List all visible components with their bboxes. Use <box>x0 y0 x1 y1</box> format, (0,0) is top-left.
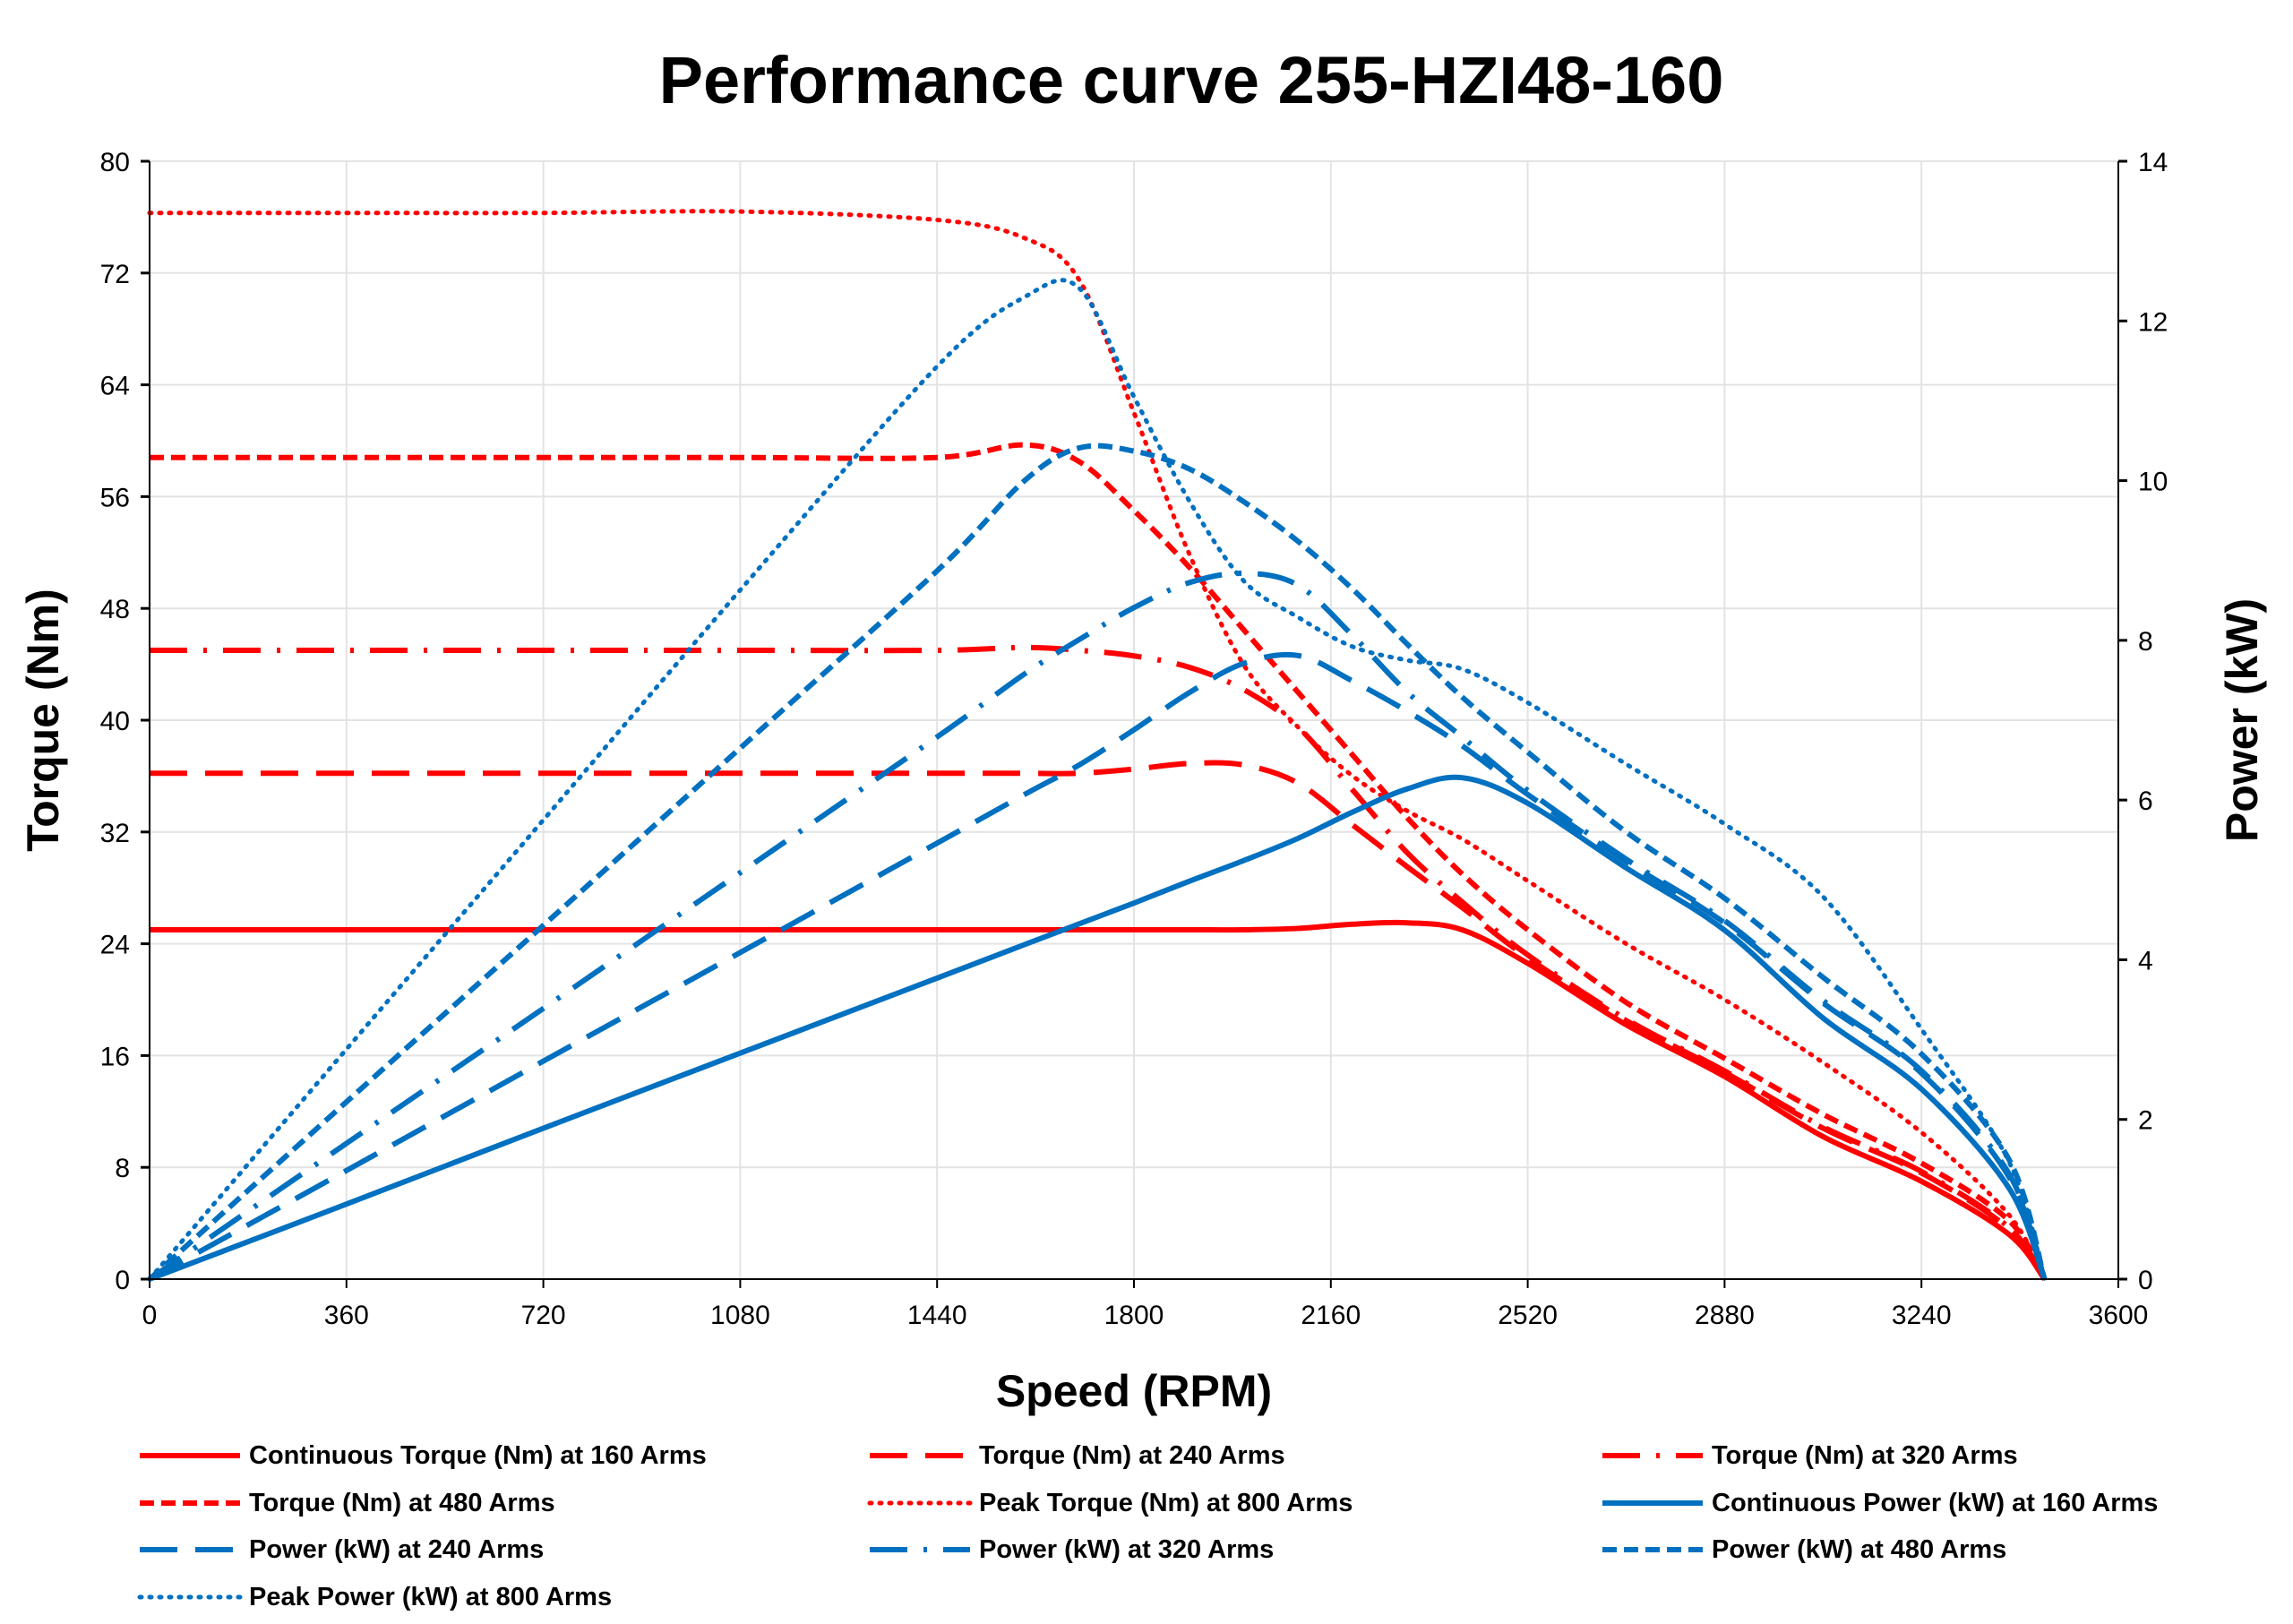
y2-tick-label: 14 <box>2138 148 2168 177</box>
series-line-continuous-power-kw-at-160-arms <box>148 774 2048 1282</box>
legend-item: Continuous Power (kW) at 160 Arms <box>1602 1489 2158 1517</box>
x-tick-label: 2160 <box>1301 1301 1361 1330</box>
x-tick-label: 1080 <box>710 1301 770 1330</box>
legend-label: Torque (Nm) at 480 Arms <box>249 1489 555 1517</box>
x-tick-label: 1800 <box>1104 1301 1164 1330</box>
x-tick-label: 3240 <box>1892 1301 1952 1330</box>
legend: Continuous Torque (Nm) at 160 Arms Torque… <box>137 1441 2158 1611</box>
x-tick-label: 2520 <box>1498 1301 1558 1330</box>
x-tick-label: 720 <box>521 1301 566 1330</box>
x-tick-label: 0 <box>142 1301 158 1330</box>
y-tick-label: 24 <box>100 931 130 960</box>
gridlines <box>149 160 2119 1280</box>
legend-label: Peak Power (kW) at 800 Arms <box>249 1583 612 1611</box>
y2-axis-title: Power (kW) <box>2217 598 2267 842</box>
y-tick-label: 48 <box>100 595 130 624</box>
x-tick-label: 360 <box>324 1301 369 1330</box>
legend-label: Continuous Torque (Nm) at 160 Arms <box>249 1441 707 1470</box>
y-tick-label: 72 <box>100 260 130 289</box>
x-tick-label: 1440 <box>907 1301 967 1330</box>
y-tick-label: 80 <box>100 148 130 177</box>
series-line-continuous-torque-nm-at-160-arms <box>150 919 2047 1281</box>
y2-tick-label: 4 <box>2138 946 2153 975</box>
legend-label: Torque (Nm) at 320 Arms <box>1712 1441 2018 1470</box>
y-tick-label: 40 <box>100 707 130 736</box>
x-tick-label: 2880 <box>1695 1301 1755 1330</box>
series-line-peak-power-kw-at-800-arms <box>147 278 2048 1282</box>
legend-item: Torque (Nm) at 320 Arms <box>1602 1441 2018 1470</box>
y2-tick-label: 0 <box>2138 1266 2153 1295</box>
legend-item: Torque (Nm) at 240 Arms <box>870 1441 1285 1470</box>
legend-label: Continuous Power (kW) at 160 Arms <box>1712 1489 2158 1517</box>
legend-label: Torque (Nm) at 240 Arms <box>979 1441 1285 1470</box>
y-tick-label: 8 <box>115 1154 130 1183</box>
y-tick-label: 16 <box>100 1042 130 1071</box>
legend-label: Peak Torque (Nm) at 800 Arms <box>979 1489 1353 1517</box>
legend-item: Peak Power (kW) at 800 Arms <box>137 1583 612 1611</box>
legend-item: Continuous Torque (Nm) at 160 Arms <box>140 1441 707 1470</box>
legend-label: Power (kW) at 480 Arms <box>1712 1535 2006 1564</box>
y-tick-label: 56 <box>100 483 130 512</box>
legend-label: Power (kW) at 240 Arms <box>249 1535 544 1564</box>
y-tick-label: 64 <box>100 372 130 401</box>
series-line-power-kw-at-480-arms <box>147 443 2048 1282</box>
series-line-power-kw-at-320-arms <box>148 570 2048 1282</box>
y-tick-label: 32 <box>100 819 130 848</box>
legend-item: Power (kW) at 320 Arms <box>870 1535 1274 1564</box>
series-line-torque-nm-at-480-arms <box>150 442 2048 1281</box>
legend-item: Peak Torque (Nm) at 800 Arms <box>867 1489 1353 1517</box>
y2-tick-label: 8 <box>2138 627 2153 657</box>
chart-title: Performance curve 255-HZI48-160 <box>659 43 1724 117</box>
y2-tick-label: 6 <box>2138 786 2153 816</box>
y2-tick-label: 2 <box>2138 1106 2153 1136</box>
x-tick-label: 3600 <box>2089 1301 2149 1330</box>
y2-tick-label: 12 <box>2138 307 2168 337</box>
x-axis-title: Speed (RPM) <box>996 1366 1272 1416</box>
series-lines <box>147 209 2048 1282</box>
legend-item: Torque (Nm) at 480 Arms <box>140 1489 555 1517</box>
series-line-power-kw-at-240-arms <box>148 651 2048 1282</box>
y-axis-title: Torque (Nm) <box>18 589 68 851</box>
legend-item: Power (kW) at 240 Arms <box>140 1535 544 1564</box>
y-tick-label: 0 <box>115 1266 130 1295</box>
axes: 0 360 720 1080 1440 1800 2160 2520 2880 3240 36000… <box>100 148 2168 1330</box>
legend-item: Power (kW) at 480 Arms <box>1602 1535 2006 1564</box>
y2-tick-label: 10 <box>2138 468 2168 497</box>
series-line-peak-torque-nm-at-800-arms <box>147 209 2048 1282</box>
legend-label: Power (kW) at 320 Arms <box>979 1535 1274 1564</box>
